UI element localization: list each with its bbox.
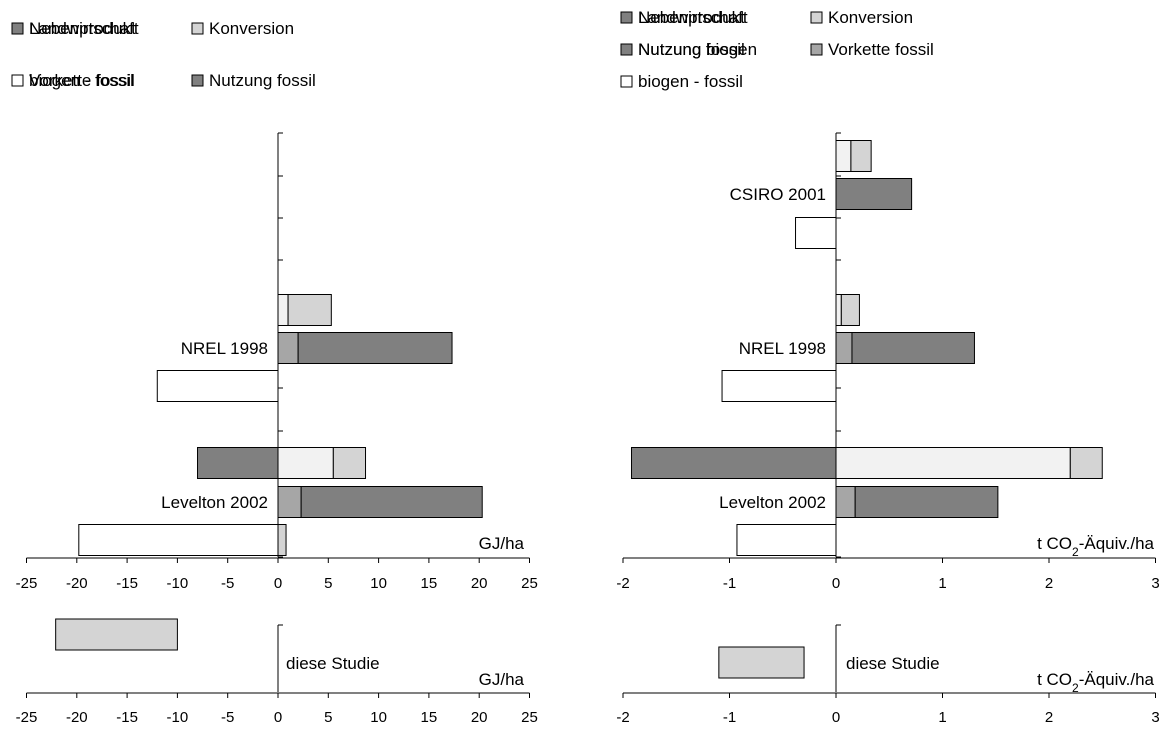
left-axis-tick-label-20: 20 [471, 575, 488, 592]
left-axis-tick-label-25: -25 [16, 575, 38, 592]
legend-left-label-nebenprodukt: Nebenprodukt [29, 19, 136, 38]
left-group-label-levelton-2002: Levelton 2002 [161, 493, 268, 512]
legend-right-label-landwirtschaft: Landwirtschaft [638, 8, 748, 27]
left-bottom-bar-diese-studie [55, 618, 178, 651]
legend-left-swatch-nebenprodukt [11, 22, 24, 35]
left-bottom-axis-tick-label-20: 20 [471, 709, 488, 726]
right-group-label-nrel-1998: NREL 1998 [739, 339, 826, 358]
left-nrel-1998-bar-konversion [287, 294, 332, 326]
legend-left-label-landwirtschaft: Landwirtschaft [29, 19, 139, 38]
left-bottom-axis-tick-label-5: 5 [324, 709, 332, 726]
left-bottom-axis-tick-label-25: -25 [16, 709, 38, 726]
right-csiro-2001-bar-konversion [850, 140, 872, 172]
right-bottom-axis-tick-label-0: 0 [832, 709, 840, 726]
left-axis-tick-label-5: 5 [324, 575, 332, 592]
legend-right-label-vorkette-fossil: Vorkette fossil [828, 40, 934, 59]
left-levelton-2002-bar-nebenprodukt [197, 447, 279, 479]
left-bottom-axis-tick-label-10: 10 [370, 709, 387, 726]
legend-left-label-nutzung-fossil: Nutzung fossil [209, 71, 316, 90]
right-levelton-2002-bar-biogen-fossil [736, 524, 837, 556]
left-nrel-1998-bar-vorkette-fossil [277, 332, 299, 364]
left-nrel-1998-bar-biogen-fossil [156, 370, 279, 402]
left-levelton-2002-bar-landwirtschaft [277, 447, 334, 479]
legend-right-label-nutzung-biogen: Nutzung biogen [638, 40, 757, 59]
right-nrel-1998-bar-landwirtschaft [835, 294, 842, 326]
left-axis-tick-label-25: 25 [521, 575, 538, 592]
right-nrel-1998-bar-nutzung-fossil [851, 332, 975, 364]
left-levelton-2002-bar-konversion [277, 524, 287, 556]
left-bottom-axis-tick-label-25: 25 [521, 709, 538, 726]
legend-right-label-konversion: Konversion [828, 8, 913, 27]
right-levelton-2002-bar-landwirtschaft [835, 447, 1071, 479]
left-nrel-1998-bar-nutzung-fossil [297, 332, 453, 364]
right-csiro-2001-bar-biogen-fossil [795, 217, 837, 249]
left-axis-tick-label-20: -20 [66, 575, 88, 592]
legend-left-swatch-nutzung-fossil [191, 74, 204, 87]
legend-right-label-biogen-fossil: biogen - fossil [638, 72, 743, 91]
right-nrel-1998-bar-konversion [840, 294, 860, 326]
right-bottom-unit-label: t CO2-Äquiv./ha [1037, 670, 1154, 695]
right-axis-tick-label-2: 2 [1045, 575, 1053, 592]
legend-right-swatch-biogen-fossil [620, 75, 633, 88]
left-bottom-axis-tick-label-5: -5 [221, 709, 234, 726]
right-bottom-axis-tick-label-3: 3 [1151, 709, 1159, 726]
left-levelton-2002-bar-biogen-fossil [78, 524, 279, 556]
left-nrel-1998-bar-landwirtschaft [277, 294, 289, 326]
legend-right-label-nebenprodukt: Nebenprodukt [638, 8, 745, 27]
right-axis-tick-label-1: -1 [723, 575, 736, 592]
right-bottom-axis-tick-label-1: -1 [723, 709, 736, 726]
right-levelton-2002-bar-nebenprodukt [631, 447, 837, 479]
right-axis-tick-label-2: -2 [616, 575, 629, 592]
left-axis-tick-label-15: 15 [421, 575, 438, 592]
left-axis-tick-label-10: 10 [370, 575, 387, 592]
left-bottom-axis-tick-label-20: -20 [66, 709, 88, 726]
right-axis-tick-label-3: 3 [1151, 575, 1159, 592]
right-nrel-1998-bar-vorkette-fossil [835, 332, 853, 364]
left-bottom-axis-tick-label-15: 15 [421, 709, 438, 726]
left-levelton-2002-bar-vorkette-fossil [277, 486, 302, 518]
left-bottom-label: diese Studie [286, 654, 380, 673]
right-csiro-2001-bar-landwirtschaft [835, 140, 852, 172]
legend-left-label-vorkette-fossil: Vorkette fossil [29, 71, 135, 90]
legend-right-label-nutzung-fossil: Nutzung fossil [638, 40, 745, 59]
right-axis-tick-label-1: 1 [938, 575, 946, 592]
right-levelton-2002-bar-konversion [1069, 447, 1103, 479]
legend-left-label-biogen-fossil: biogen - fossil [29, 71, 134, 90]
right-group-label-levelton-2002: Levelton 2002 [719, 493, 826, 512]
legend-right-swatch-nutzung-fossil [620, 43, 633, 56]
right-csiro-2001-bar-nutzung-fossil [835, 178, 913, 210]
right-nrel-1998-bar-biogen-fossil [721, 370, 837, 402]
left-axis-tick-label-15: -15 [116, 575, 138, 592]
right-axis-tick-label-0: 0 [832, 575, 840, 592]
right-unit-label: t CO2-Äquiv./ha [1037, 534, 1154, 559]
legend-right-swatch-vorkette-fossil [810, 43, 823, 56]
left-levelton-2002-bar-nutzung-fossil [300, 486, 483, 518]
right-bottom-label: diese Studie [846, 654, 940, 673]
left-group-label-nrel-1998: NREL 1998 [181, 339, 268, 358]
left-bottom-axis-tick-label-15: -15 [116, 709, 138, 726]
right-levelton-2002-bar-vorkette-fossil [835, 486, 856, 518]
legend-left-label-konversion: Konversion [209, 19, 294, 38]
right-bottom-axis-tick-label-2: -2 [616, 709, 629, 726]
right-bottom-axis-tick-label-1: 1 [938, 709, 946, 726]
left-bottom-unit-label: GJ/ha [479, 670, 525, 689]
right-group-label-csiro-2001: CSIRO 2001 [730, 185, 826, 204]
right-bottom-axis-tick-label-2: 2 [1045, 709, 1053, 726]
left-axis-tick-label-10: -10 [167, 575, 189, 592]
left-axis-tick-label-0: 0 [274, 575, 282, 592]
right-levelton-2002-bar-nutzung-fossil [854, 486, 999, 518]
legend-left-swatch-konversion [191, 22, 204, 35]
left-levelton-2002-bar-konversion [332, 447, 367, 479]
right-bottom-bar-diese-studie [718, 646, 805, 679]
left-bottom-axis-tick-label-0: 0 [274, 709, 282, 726]
legend-right-swatch-konversion [810, 11, 823, 24]
legend-left-swatch-biogen-fossil [11, 74, 24, 87]
legend-right-swatch-nebenprodukt [620, 11, 633, 24]
left-bottom-axis-tick-label-10: -10 [167, 709, 189, 726]
left-unit-label: GJ/ha [479, 534, 525, 553]
left-axis-tick-label-5: -5 [221, 575, 234, 592]
